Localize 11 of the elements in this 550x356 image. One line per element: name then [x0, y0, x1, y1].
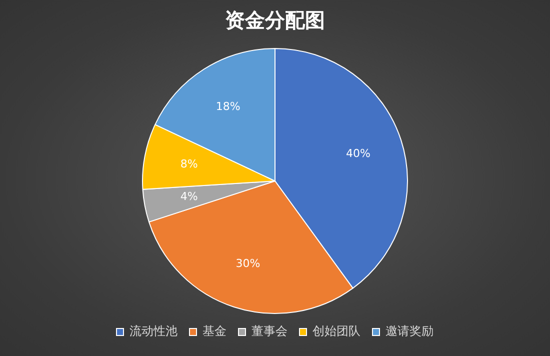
legend-label: 邀请奖励 [386, 324, 434, 338]
chart-title: 资金分配图 [225, 8, 325, 32]
data-label: 30% [236, 257, 260, 270]
data-label: 4% [180, 190, 198, 204]
legend-label: 基金 [202, 324, 226, 338]
legend-label: 董事会 [252, 324, 288, 338]
data-label: 18% [216, 100, 240, 114]
legend-label: 流动性池 [130, 324, 178, 338]
data-label: 40% [346, 146, 370, 160]
data-label: 8% [180, 157, 198, 170]
legend-label: 创始团队 [312, 324, 360, 338]
